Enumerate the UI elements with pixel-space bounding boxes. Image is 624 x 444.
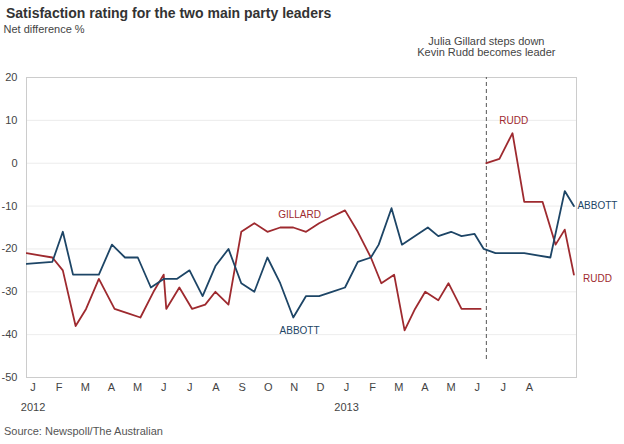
html-text:Satisfaction rating for the tw: Satisfaction rating for the two main par… — [6, 5, 332, 21]
svg-text:GILLARD: GILLARD — [278, 209, 321, 220]
svg-text:M: M — [394, 381, 403, 393]
svg-text:A: A — [421, 381, 429, 393]
html-text:Source: Newspoll/The Australia: Source: Newspoll/The Australian — [4, 425, 163, 437]
svg-text:Julia Gillard steps downKevin: Julia Gillard steps downKevin Rudd becom… — [417, 35, 556, 58]
svg-text:J: J — [474, 381, 480, 393]
svg-text:-30: -30 — [2, 285, 18, 297]
svg-text:-40: -40 — [2, 328, 18, 340]
svg-text:ABBOTT: ABBOTT — [280, 325, 320, 336]
svg-text:N: N — [290, 381, 298, 393]
svg-text:ABBOTT: ABBOTT — [577, 200, 617, 211]
svg-text:-50: -50 — [2, 371, 18, 383]
svg-text:0: 0 — [11, 157, 17, 169]
svg-text:-10: -10 — [2, 200, 18, 212]
svg-text:O: O — [264, 381, 273, 393]
svg-text:A: A — [526, 381, 534, 393]
svg-text:RUDD: RUDD — [499, 115, 528, 126]
svg-text:M: M — [446, 381, 455, 393]
svg-text:M: M — [81, 381, 90, 393]
svg-text:A: A — [212, 381, 220, 393]
svg-text:J: J — [187, 381, 193, 393]
svg-text:J: J — [30, 381, 36, 393]
svg-text:F: F — [369, 381, 376, 393]
svg-text:2013: 2013 — [334, 401, 358, 413]
svg-text:Net difference %: Net difference % — [4, 23, 85, 35]
svg-text:-20: -20 — [2, 242, 18, 254]
svg-text:10: 10 — [5, 114, 17, 126]
svg-text:A: A — [108, 381, 116, 393]
svg-text:F: F — [56, 381, 63, 393]
svg-text:J: J — [161, 381, 167, 393]
svg-text:D: D — [316, 381, 324, 393]
svg-text:2012: 2012 — [21, 401, 45, 413]
svg-text:S: S — [238, 381, 245, 393]
svg-text:RUDD: RUDD — [583, 273, 612, 284]
svg-text:J: J — [501, 381, 507, 393]
svg-text:M: M — [133, 381, 142, 393]
svg-text:20: 20 — [5, 71, 17, 83]
svg-text:J: J — [344, 381, 350, 393]
